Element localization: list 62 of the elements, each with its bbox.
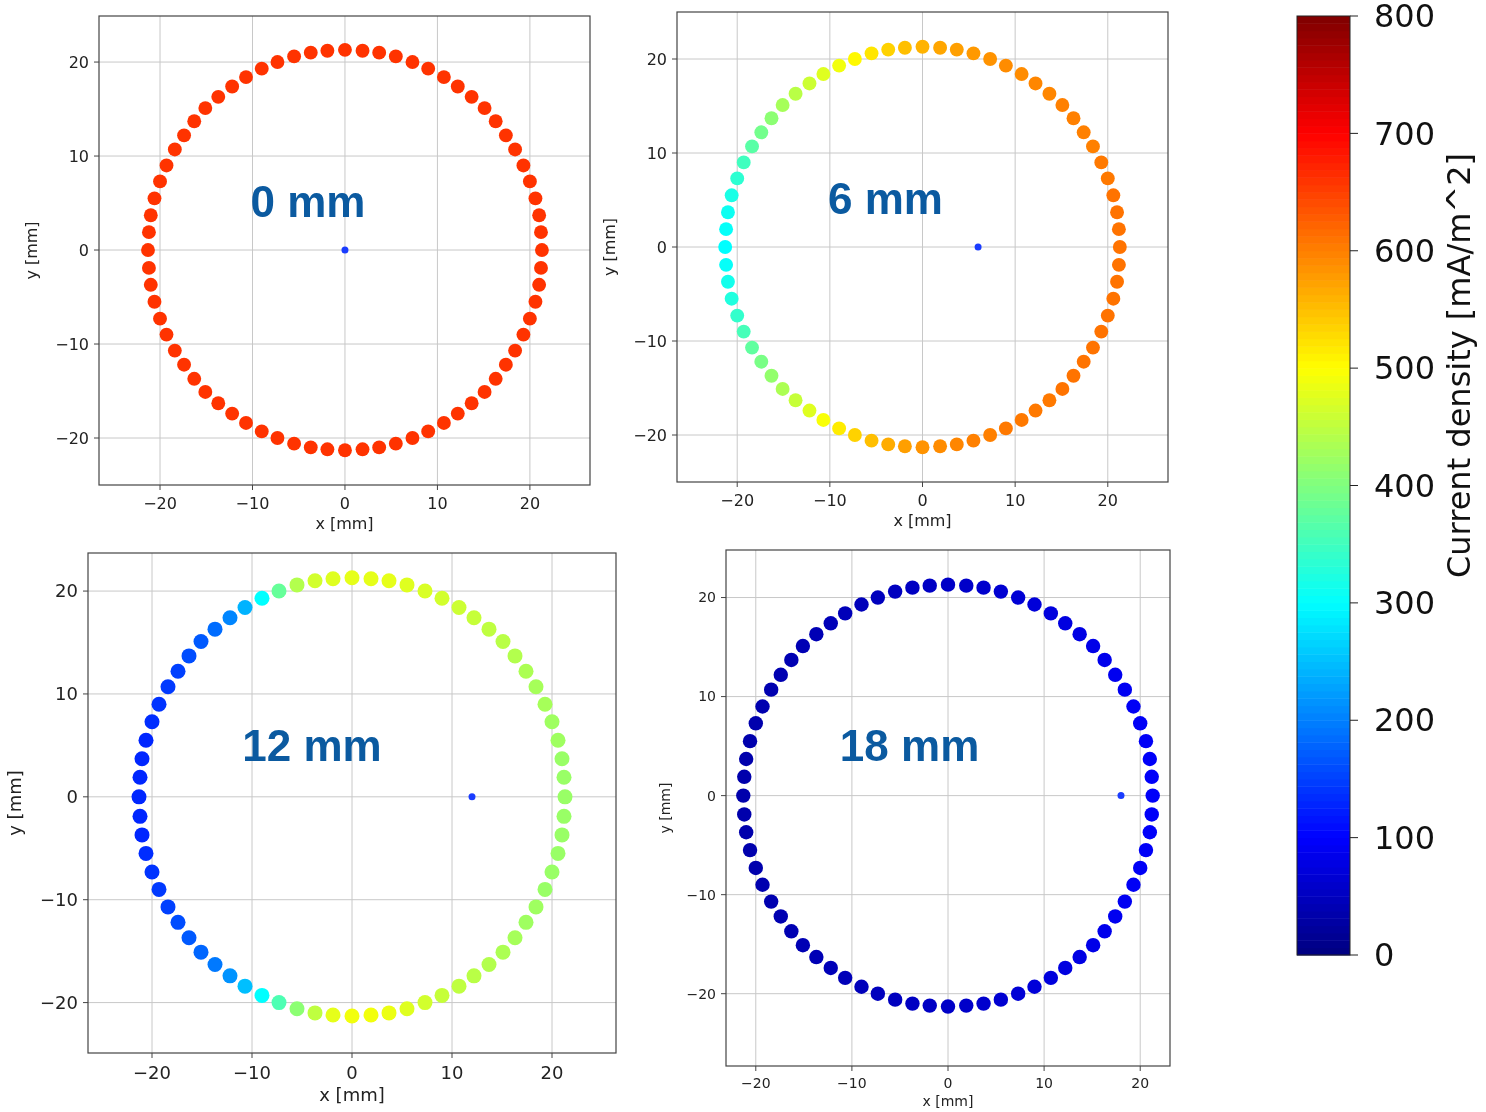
y-tick-label: 20 bbox=[55, 580, 78, 602]
y-tick-label: −20 bbox=[40, 991, 78, 1013]
color-bar-label: 100 bbox=[1374, 818, 1436, 857]
x-tick-label: −10 bbox=[235, 494, 270, 513]
y-axis-title: y [mm] bbox=[22, 221, 42, 280]
y-tick-label: −10 bbox=[686, 886, 716, 903]
x-tick-label: 10 bbox=[427, 494, 448, 513]
annotation: 6 mm bbox=[827, 174, 943, 224]
y-tick-label: −10 bbox=[40, 889, 78, 911]
x-tick-label: −20 bbox=[143, 494, 177, 513]
color-bar-label: 700 bbox=[1374, 114, 1436, 153]
x-tick-label: −20 bbox=[720, 491, 755, 510]
y-tick-label: 0 bbox=[66, 786, 78, 808]
color-bar-label: 500 bbox=[1374, 349, 1436, 388]
y-tick-label: 20 bbox=[698, 589, 716, 606]
x-axis-title: x [mm] bbox=[922, 1093, 974, 1109]
x-axis-title: x [mm] bbox=[319, 1084, 385, 1105]
x-tick-label: 20 bbox=[1097, 491, 1118, 510]
x-tick-label: −10 bbox=[812, 491, 847, 510]
y-tick-label: −20 bbox=[633, 425, 667, 445]
x-axis-title: x [mm] bbox=[315, 514, 374, 533]
x-tick-label: 10 bbox=[1004, 491, 1026, 510]
x-tick-label: −10 bbox=[837, 1075, 867, 1091]
y-tick-label: 0 bbox=[707, 787, 716, 804]
y-tick-label: −10 bbox=[55, 334, 89, 354]
annotation: 0 mm bbox=[250, 177, 366, 227]
x-tick-label: 0 bbox=[346, 1062, 358, 1083]
y-tick-label: 20 bbox=[646, 49, 667, 69]
x-tick-label: −20 bbox=[133, 1062, 171, 1083]
color-bar-label: 200 bbox=[1374, 701, 1436, 740]
color-bar-label: 300 bbox=[1374, 584, 1436, 623]
x-tick-label: 10 bbox=[440, 1062, 464, 1083]
y-tick-label: −10 bbox=[633, 331, 667, 351]
y-tick-label: 10 bbox=[698, 688, 716, 705]
y-tick-label: 0 bbox=[78, 240, 89, 260]
y-tick-label: 0 bbox=[656, 237, 667, 257]
x-tick-label: 0 bbox=[917, 491, 928, 510]
color-bar-label: 0 bbox=[1374, 936, 1395, 975]
annotation: 12 mm bbox=[242, 720, 382, 770]
x-tick-label: 20 bbox=[1131, 1075, 1150, 1091]
color-bar-label: 400 bbox=[1374, 466, 1436, 505]
y-axis-title: y [mm] bbox=[656, 782, 673, 834]
color-bar-title: Current density [mA/m^2] bbox=[1440, 152, 1478, 579]
y-tick-label: −20 bbox=[55, 428, 89, 448]
y-tick-label: −20 bbox=[686, 985, 716, 1002]
y-axis-title: y [mm] bbox=[4, 770, 26, 836]
x-tick-label: 0 bbox=[339, 494, 351, 513]
x-axis-title: x [mm] bbox=[893, 511, 952, 530]
annotation: 18 mm bbox=[839, 720, 980, 770]
color-bar-label: 800 bbox=[1374, 0, 1436, 36]
x-tick-label: 20 bbox=[519, 494, 541, 513]
x-tick-label: −10 bbox=[233, 1062, 271, 1083]
y-tick-label: 10 bbox=[646, 143, 667, 163]
y-axis-title: y [mm] bbox=[600, 217, 620, 277]
x-tick-label: 0 bbox=[943, 1075, 953, 1091]
color-bar-label: 600 bbox=[1374, 231, 1436, 270]
x-tick-label: 10 bbox=[1035, 1075, 1054, 1091]
x-tick-label: 20 bbox=[540, 1062, 564, 1083]
y-tick-label: 20 bbox=[68, 52, 89, 72]
x-tick-label: −20 bbox=[741, 1075, 771, 1091]
y-tick-label: 10 bbox=[55, 683, 78, 705]
y-tick-label: 10 bbox=[68, 146, 89, 166]
